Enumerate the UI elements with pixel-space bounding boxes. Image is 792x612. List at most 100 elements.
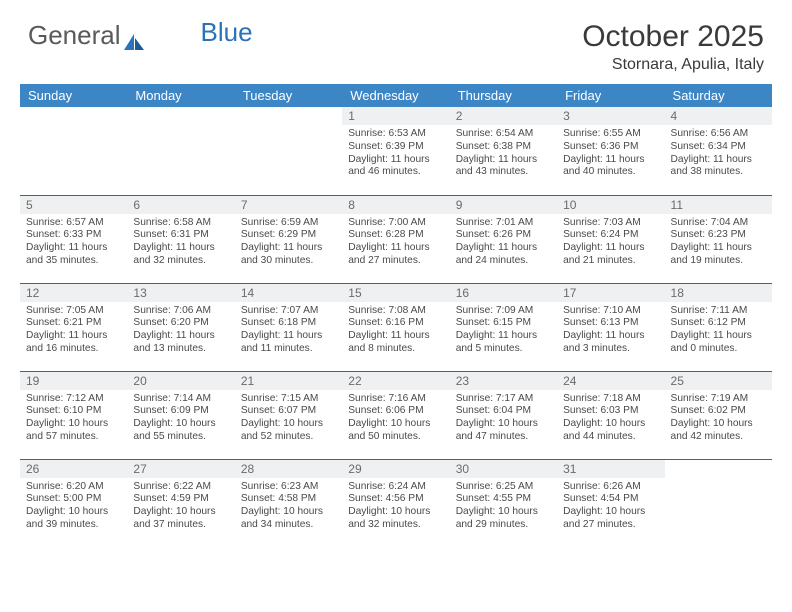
calendar-cell: 8Sunrise: 7:00 AMSunset: 6:28 PMDaylight…: [342, 195, 449, 283]
sail-icon: [123, 27, 145, 45]
day-number: 26: [20, 460, 127, 478]
day-details: Sunrise: 7:16 AMSunset: 6:06 PMDaylight:…: [342, 390, 449, 448]
calendar-cell: 7Sunrise: 6:59 AMSunset: 6:29 PMDaylight…: [235, 195, 342, 283]
weekday-header: Monday: [127, 84, 234, 107]
day-details: Sunrise: 7:12 AMSunset: 6:10 PMDaylight:…: [20, 390, 127, 448]
calendar-cell: 17Sunrise: 7:10 AMSunset: 6:13 PMDayligh…: [557, 283, 664, 371]
day-number: 9: [450, 196, 557, 214]
day-details: Sunrise: 6:56 AMSunset: 6:34 PMDaylight:…: [665, 125, 772, 183]
weekday-header: Wednesday: [342, 84, 449, 107]
day-details: Sunrise: 7:06 AMSunset: 6:20 PMDaylight:…: [127, 302, 234, 360]
day-details: Sunrise: 7:07 AMSunset: 6:18 PMDaylight:…: [235, 302, 342, 360]
day-number: 23: [450, 372, 557, 390]
calendar-cell: ..: [20, 107, 127, 195]
weekday-header: Thursday: [450, 84, 557, 107]
calendar-cell: 31Sunrise: 6:26 AMSunset: 4:54 PMDayligh…: [557, 459, 664, 547]
day-number: 5: [20, 196, 127, 214]
calendar-cell: 11Sunrise: 7:04 AMSunset: 6:23 PMDayligh…: [665, 195, 772, 283]
calendar-cell: 24Sunrise: 7:18 AMSunset: 6:03 PMDayligh…: [557, 371, 664, 459]
day-details: Sunrise: 7:17 AMSunset: 6:04 PMDaylight:…: [450, 390, 557, 448]
day-details: Sunrise: 7:01 AMSunset: 6:26 PMDaylight:…: [450, 214, 557, 272]
day-number: 1: [342, 107, 449, 125]
day-details: Sunrise: 6:20 AMSunset: 5:00 PMDaylight:…: [20, 478, 127, 536]
day-details: Sunrise: 7:15 AMSunset: 6:07 PMDaylight:…: [235, 390, 342, 448]
day-number: 4: [665, 107, 772, 125]
calendar-head: SundayMondayTuesdayWednesdayThursdayFrid…: [20, 84, 772, 107]
day-number: 8: [342, 196, 449, 214]
day-number: 2: [450, 107, 557, 125]
location-text: Stornara, Apulia, Italy: [582, 56, 764, 74]
calendar-cell: 23Sunrise: 7:17 AMSunset: 6:04 PMDayligh…: [450, 371, 557, 459]
calendar-cell: 4Sunrise: 6:56 AMSunset: 6:34 PMDaylight…: [665, 107, 772, 195]
calendar-cell: 21Sunrise: 7:15 AMSunset: 6:07 PMDayligh…: [235, 371, 342, 459]
calendar-cell: 18Sunrise: 7:11 AMSunset: 6:12 PMDayligh…: [665, 283, 772, 371]
calendar-cell: 13Sunrise: 7:06 AMSunset: 6:20 PMDayligh…: [127, 283, 234, 371]
day-number: 6: [127, 196, 234, 214]
day-details: Sunrise: 6:55 AMSunset: 6:36 PMDaylight:…: [557, 125, 664, 183]
day-details: Sunrise: 7:11 AMSunset: 6:12 PMDaylight:…: [665, 302, 772, 360]
day-number: 11: [665, 196, 772, 214]
calendar-cell: 2Sunrise: 6:54 AMSunset: 6:38 PMDaylight…: [450, 107, 557, 195]
day-number: 18: [665, 284, 772, 302]
day-details: Sunrise: 7:05 AMSunset: 6:21 PMDaylight:…: [20, 302, 127, 360]
calendar-cell: 27Sunrise: 6:22 AMSunset: 4:59 PMDayligh…: [127, 459, 234, 547]
day-number: 19: [20, 372, 127, 390]
calendar-cell: 9Sunrise: 7:01 AMSunset: 6:26 PMDaylight…: [450, 195, 557, 283]
day-number: 10: [557, 196, 664, 214]
day-details: Sunrise: 6:23 AMSunset: 4:58 PMDaylight:…: [235, 478, 342, 536]
brand-part2: Blue: [201, 17, 253, 48]
day-number: 24: [557, 372, 664, 390]
calendar-cell: 14Sunrise: 7:07 AMSunset: 6:18 PMDayligh…: [235, 283, 342, 371]
day-details: Sunrise: 7:10 AMSunset: 6:13 PMDaylight:…: [557, 302, 664, 360]
calendar-cell: 20Sunrise: 7:14 AMSunset: 6:09 PMDayligh…: [127, 371, 234, 459]
day-details: Sunrise: 6:59 AMSunset: 6:29 PMDaylight:…: [235, 214, 342, 272]
brand-part1: General: [28, 20, 121, 51]
day-details: Sunrise: 7:03 AMSunset: 6:24 PMDaylight:…: [557, 214, 664, 272]
calendar-cell: 28Sunrise: 6:23 AMSunset: 4:58 PMDayligh…: [235, 459, 342, 547]
calendar-cell: 29Sunrise: 6:24 AMSunset: 4:56 PMDayligh…: [342, 459, 449, 547]
day-number: 3: [557, 107, 664, 125]
weekday-header: Sunday: [20, 84, 127, 107]
day-number: 13: [127, 284, 234, 302]
day-number: 12: [20, 284, 127, 302]
day-details: Sunrise: 6:53 AMSunset: 6:39 PMDaylight:…: [342, 125, 449, 183]
calendar-row: 12Sunrise: 7:05 AMSunset: 6:21 PMDayligh…: [20, 283, 772, 371]
calendar-cell: 5Sunrise: 6:57 AMSunset: 6:33 PMDaylight…: [20, 195, 127, 283]
day-number: 25: [665, 372, 772, 390]
day-details: Sunrise: 7:04 AMSunset: 6:23 PMDaylight:…: [665, 214, 772, 272]
day-details: Sunrise: 7:18 AMSunset: 6:03 PMDaylight:…: [557, 390, 664, 448]
brand-logo: General Blue: [28, 20, 253, 51]
day-details: Sunrise: 7:14 AMSunset: 6:09 PMDaylight:…: [127, 390, 234, 448]
calendar-row: 5Sunrise: 6:57 AMSunset: 6:33 PMDaylight…: [20, 195, 772, 283]
calendar-cell: 25Sunrise: 7:19 AMSunset: 6:02 PMDayligh…: [665, 371, 772, 459]
calendar-row: 19Sunrise: 7:12 AMSunset: 6:10 PMDayligh…: [20, 371, 772, 459]
day-details: Sunrise: 6:26 AMSunset: 4:54 PMDaylight:…: [557, 478, 664, 536]
day-details: Sunrise: 6:25 AMSunset: 4:55 PMDaylight:…: [450, 478, 557, 536]
calendar-cell: 10Sunrise: 7:03 AMSunset: 6:24 PMDayligh…: [557, 195, 664, 283]
calendar-table: SundayMondayTuesdayWednesdayThursdayFrid…: [20, 84, 772, 547]
day-number: 27: [127, 460, 234, 478]
day-number: 28: [235, 460, 342, 478]
weekday-header: Saturday: [665, 84, 772, 107]
calendar-cell: 6Sunrise: 6:58 AMSunset: 6:31 PMDaylight…: [127, 195, 234, 283]
day-details: Sunrise: 7:08 AMSunset: 6:16 PMDaylight:…: [342, 302, 449, 360]
day-details: Sunrise: 6:54 AMSunset: 6:38 PMDaylight:…: [450, 125, 557, 183]
calendar-cell: ..: [665, 459, 772, 547]
calendar-cell: 30Sunrise: 6:25 AMSunset: 4:55 PMDayligh…: [450, 459, 557, 547]
calendar-row: 26Sunrise: 6:20 AMSunset: 5:00 PMDayligh…: [20, 459, 772, 547]
day-number: 31: [557, 460, 664, 478]
day-number: 17: [557, 284, 664, 302]
calendar-body: ......1Sunrise: 6:53 AMSunset: 6:39 PMDa…: [20, 107, 772, 547]
day-number: 21: [235, 372, 342, 390]
day-number: 22: [342, 372, 449, 390]
calendar-cell: ..: [235, 107, 342, 195]
calendar-cell: ..: [127, 107, 234, 195]
day-number: 14: [235, 284, 342, 302]
day-number: 29: [342, 460, 449, 478]
title-block: October 2025 Stornara, Apulia, Italy: [582, 20, 764, 74]
day-number: 20: [127, 372, 234, 390]
month-title: October 2025: [582, 20, 764, 54]
day-details: Sunrise: 7:19 AMSunset: 6:02 PMDaylight:…: [665, 390, 772, 448]
calendar-cell: 16Sunrise: 7:09 AMSunset: 6:15 PMDayligh…: [450, 283, 557, 371]
page-header: General Blue October 2025 Stornara, Apul…: [0, 0, 792, 80]
